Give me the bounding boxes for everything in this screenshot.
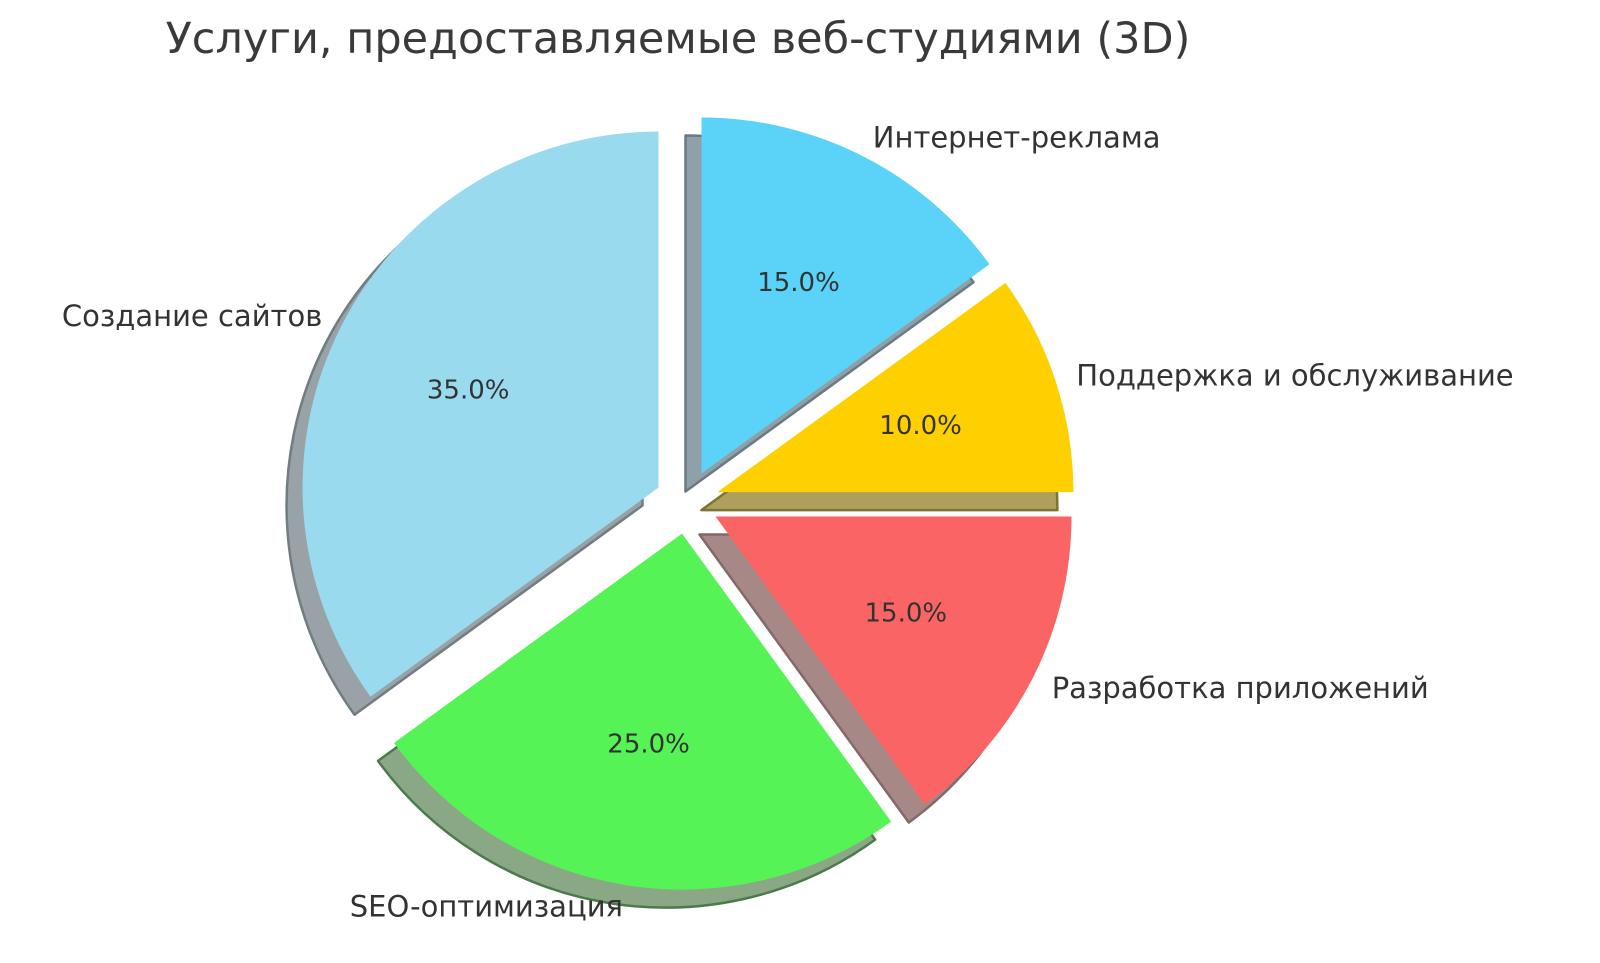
slice-label-2: Разработка приложений	[1052, 671, 1429, 705]
pct-label-2: 15.0%	[864, 599, 947, 629]
slice-label-0: Интернет-реклама	[873, 120, 1161, 154]
chart-title: Услуги, предоставляемые веб-студиями (3D…	[165, 14, 1191, 64]
pie-slice-0	[701, 117, 990, 474]
pie-slice-1	[717, 282, 1074, 493]
slice-label-4: Создание сайтов	[62, 299, 322, 333]
pct-label-4: 35.0%	[427, 376, 510, 406]
pct-label-1: 10.0%	[879, 411, 962, 441]
pie-slice-4	[302, 131, 659, 697]
pct-label-0: 15.0%	[757, 268, 840, 298]
pie-slice-3	[394, 533, 892, 890]
slice-label-3: SEO-оптимизация	[350, 889, 623, 923]
slice-label-1: Поддержка и обслуживание	[1076, 359, 1513, 393]
pie-slice-2	[715, 516, 1072, 805]
pct-label-3: 25.0%	[607, 730, 690, 760]
